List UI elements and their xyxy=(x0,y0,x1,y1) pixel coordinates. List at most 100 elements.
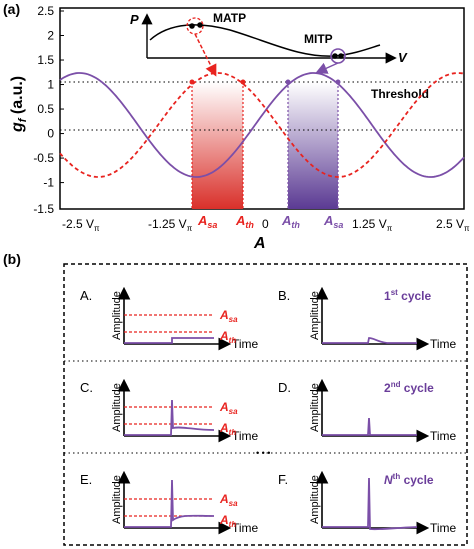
matp-dot-2 xyxy=(197,22,203,28)
panel-b-frame xyxy=(63,263,468,546)
y-tick-label: 1 xyxy=(47,78,54,92)
panel-a-label: (a) xyxy=(3,1,20,17)
plot-frame xyxy=(59,7,465,210)
x-tick-zero: 0 xyxy=(262,217,269,231)
cell-e: E. Amplitude Time Asa Ath xyxy=(80,470,259,535)
red-shaded-region xyxy=(192,82,243,209)
time-label: Time xyxy=(430,429,457,443)
inset-p-label: P xyxy=(130,12,139,27)
cell-a: A. Amplitude Time Asa Ath xyxy=(80,286,259,351)
a-th-tag: Ath xyxy=(219,421,236,437)
panel-b-label: (b) xyxy=(3,251,21,267)
y-axis-title: gf (a.u.) xyxy=(9,76,29,133)
cell-c: C. Amplitude Time Asa Ath xyxy=(80,378,259,443)
ellipsis: • • • xyxy=(256,448,270,458)
amplitude-label: Amplitude xyxy=(309,291,321,340)
a-sa-label-purple: Asa xyxy=(323,213,343,230)
time-label: Time xyxy=(232,337,259,351)
signal-trace xyxy=(322,337,417,344)
x-tick-neg125: -1.25 V xyxy=(148,217,187,231)
time-label: Time xyxy=(430,337,457,351)
y-axis-g: g xyxy=(9,122,26,133)
matp-dot-1 xyxy=(189,23,195,29)
x-tick-sub: π xyxy=(387,224,393,233)
y-tick-label: 2 xyxy=(47,29,54,43)
cell-letter: F. xyxy=(278,472,288,487)
amplitude-label: Amplitude xyxy=(309,475,321,524)
mitp-arrow xyxy=(315,62,339,74)
red-dot-right xyxy=(240,79,246,85)
cell-letter: B. xyxy=(278,288,290,303)
pv-inset: P V MATP MITP xyxy=(130,11,408,77)
cycle-label: Nth cycle xyxy=(384,472,434,487)
matp-label: MATP xyxy=(213,11,246,25)
cell-letter: D. xyxy=(278,380,291,395)
y-tick-label: -0.5 xyxy=(33,151,54,165)
red-dot-left xyxy=(189,79,195,85)
cell-b: B. Amplitude Time 1st cycle xyxy=(278,286,457,351)
mitp-dot-2 xyxy=(338,53,344,59)
inset-pv-curve xyxy=(149,24,381,57)
svg-text:-1.25 Vπ: -1.25 Vπ xyxy=(148,217,193,233)
svg-text:2.5 Vπ: 2.5 Vπ xyxy=(436,217,470,233)
red-dashed-curve xyxy=(59,72,465,178)
a-th-tag: Ath xyxy=(219,329,236,345)
purple-curve xyxy=(59,72,465,178)
y-tick-label: 1.5 xyxy=(37,53,54,67)
purple-dot-left xyxy=(285,79,291,85)
signal-trace xyxy=(322,477,418,531)
inset-v-label: V xyxy=(398,50,408,65)
threshold-label: Threshold xyxy=(371,87,429,101)
purple-shaded-region xyxy=(288,82,338,209)
x-tick-sub: π xyxy=(187,224,193,233)
a-th-label-red: Ath xyxy=(235,213,254,230)
x-axis-title: A xyxy=(253,235,266,252)
time-label: Time xyxy=(430,521,457,535)
cycle-label: 1st cycle xyxy=(384,288,432,303)
amplitude-label: Amplitude xyxy=(309,383,321,432)
y-tick-label: 0.5 xyxy=(37,102,54,116)
y-axis-sub: f xyxy=(17,117,29,122)
svg-text:gf (a.u.): gf (a.u.) xyxy=(9,76,29,133)
cell-f: F. Amplitude Time Nth cycle xyxy=(278,470,457,535)
x-tick-labels: -2.5 Vπ -1.25 Vπ 0 1.25 Vπ 2.5 Vπ xyxy=(62,217,470,233)
a-th-label-purple: Ath xyxy=(281,213,300,230)
mitp-dot-1 xyxy=(332,53,338,59)
cell-d: D. Amplitude Time 2nd cycle xyxy=(278,378,457,443)
amplitude-label: Amplitude xyxy=(111,291,123,340)
amplitude-label: Amplitude xyxy=(111,383,123,432)
panel-b-cells: A. Amplitude Time Asa Ath B. Amplitude Time 1st … xyxy=(80,286,457,535)
cycle-label: 2nd cycle xyxy=(384,380,434,395)
signal-trace xyxy=(124,399,215,436)
a-sa-tag: Asa xyxy=(219,400,238,416)
matp-arrow xyxy=(194,33,217,77)
y-tick-label: 2.5 xyxy=(37,4,54,18)
signal-trace xyxy=(124,337,214,344)
y-ticks: 2.5 2 1.5 1 0.5 0 -0.5 -1 -1.5 xyxy=(33,4,64,216)
a-sa-label-red: Asa xyxy=(197,213,217,230)
y-axis-unit: (a.u.) xyxy=(9,76,26,119)
y-tick-label: -1.5 xyxy=(33,202,54,216)
mitp-label: MITP xyxy=(304,32,333,46)
time-label: Time xyxy=(232,429,259,443)
x-tick-pos25: 2.5 V xyxy=(436,217,464,231)
cell-letter: E. xyxy=(80,472,92,487)
purple-dot-right xyxy=(335,79,341,85)
signal-trace xyxy=(124,479,215,528)
a-sa-tag: Asa xyxy=(219,308,238,324)
cell-letter: C. xyxy=(80,380,93,395)
amplitude-label: Amplitude xyxy=(111,475,123,524)
y-tick-label: -1 xyxy=(43,176,54,190)
time-label: Time xyxy=(232,521,259,535)
x-tick-sub: π xyxy=(464,224,470,233)
panel-b: (b) • • • A. Amplitude Time Asa Ath B. Amplitu… xyxy=(3,251,468,546)
y-tick-label: 0 xyxy=(47,127,54,141)
x-tick-sub: π xyxy=(94,224,100,233)
svg-text:1.25 Vπ: 1.25 Vπ xyxy=(352,217,393,233)
a-sa-tag: Asa xyxy=(219,492,238,508)
a-th-tag: Ath xyxy=(219,513,236,529)
panel-a: (a) gf (a.u.) 2.5 2 1.5 1 0.5 0 -0.5 -1 -1.5 -2.… xyxy=(3,1,470,252)
svg-text:-2.5 Vπ: -2.5 Vπ xyxy=(62,217,100,233)
cell-letter: A. xyxy=(80,288,92,303)
